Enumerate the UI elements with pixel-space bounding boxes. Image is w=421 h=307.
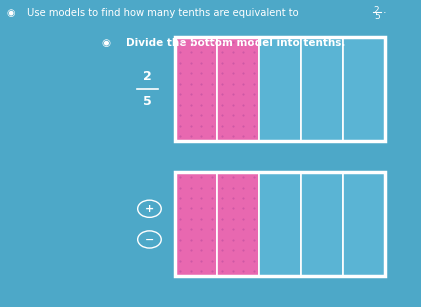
Bar [259, 37, 301, 141]
Bar [217, 37, 259, 141]
Text: +: + [145, 204, 154, 214]
Bar [175, 172, 385, 276]
Text: −: − [145, 235, 154, 244]
Text: ◉: ◉ [6, 8, 15, 18]
Text: Use models to find how many tenths are equivalent to: Use models to find how many tenths are e… [27, 8, 299, 18]
Text: 2: 2 [374, 6, 379, 15]
Bar [217, 172, 259, 276]
Text: 2: 2 [143, 70, 152, 83]
Bar [301, 37, 343, 141]
Text: .: . [383, 5, 386, 15]
Text: ◉: ◉ [101, 38, 110, 49]
Bar [343, 37, 385, 141]
Text: 5: 5 [143, 95, 152, 108]
Text: Divide the bottom model into tenths.: Divide the bottom model into tenths. [126, 38, 346, 49]
Bar [259, 172, 301, 276]
Text: 5: 5 [374, 12, 380, 21]
Bar [175, 37, 217, 141]
Bar [175, 37, 385, 141]
Bar [175, 172, 217, 276]
Bar [301, 172, 343, 276]
Bar [343, 172, 385, 276]
